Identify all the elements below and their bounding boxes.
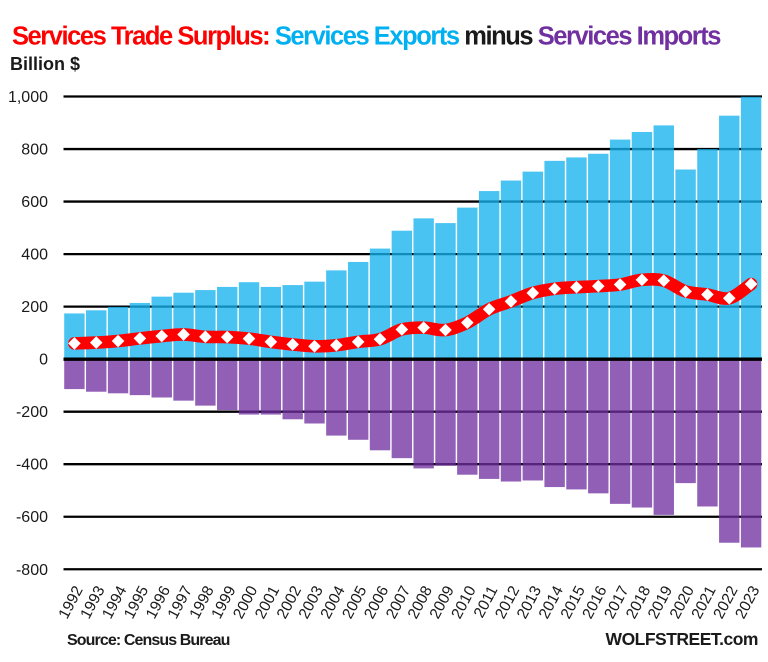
svg-text:200: 200: [21, 299, 48, 316]
svg-text:0: 0: [39, 352, 48, 369]
svg-text:400: 400: [21, 247, 48, 264]
svg-text:800: 800: [21, 142, 48, 159]
svg-text:Source: Census Bureau: Source: Census Bureau: [67, 632, 230, 649]
svg-text:Billion $: Billion $: [10, 54, 80, 74]
svg-text:WOLFSTREET.com: WOLFSTREET.com: [606, 629, 758, 649]
svg-text:-800: -800: [16, 562, 48, 579]
svg-text:Services Trade Surplus: Servic: Services Trade Surplus: Services Exports…: [12, 23, 721, 51]
svg-text:-400: -400: [16, 457, 48, 474]
svg-text:1,000: 1,000: [8, 89, 48, 106]
svg-text:-200: -200: [16, 404, 48, 421]
svg-text:600: 600: [21, 194, 48, 211]
svg-text:-600: -600: [16, 509, 48, 526]
